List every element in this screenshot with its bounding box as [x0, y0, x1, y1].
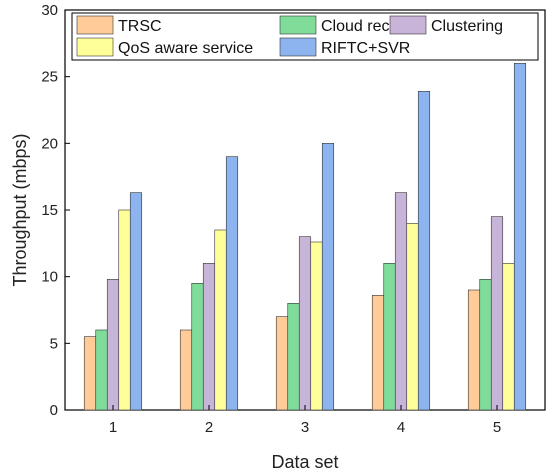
bar-qos-aware-service-4 [406, 223, 419, 411]
legend-swatch [279, 15, 317, 35]
x-axis-title: Data set [271, 452, 338, 472]
bar-clustering-3 [298, 236, 312, 411]
y-tick-label: 10 [41, 269, 58, 286]
bar-cloud-rec-4 [383, 263, 396, 411]
bar-qos-aware-service-5 [502, 263, 515, 411]
x-tick-label: 5 [493, 419, 501, 436]
x-tick-label: 3 [301, 419, 309, 436]
legend-label: RIFTC+SVR [321, 40, 410, 57]
bars-layer [83, 63, 527, 411]
y-tick-label: 25 [41, 69, 58, 86]
y-tick-label: 15 [41, 202, 58, 219]
bar-cloud-rec-3 [287, 303, 300, 411]
bar-qos-aware-service-2 [214, 229, 227, 411]
x-axis: 1 2 3 4 5 [109, 405, 501, 436]
bar-trsc-4 [371, 295, 385, 411]
bar-cloud-rec-5 [479, 279, 492, 411]
bar-clustering-2 [202, 263, 216, 411]
x-tick-label: 2 [205, 419, 213, 436]
legend-swatch [389, 15, 427, 35]
legend: TRSC Cloud rec Clustering QoS aware service… [71, 12, 539, 61]
bar-clustering-1 [106, 279, 120, 411]
legend-swatch [76, 37, 114, 57]
bar-qos-aware-service-1 [118, 209, 131, 411]
bar-riftc-svr-4 [417, 91, 431, 411]
y-axis-title: Throughput (mbps) [10, 133, 30, 286]
legend-label: Clustering [431, 18, 503, 35]
legend-swatch [279, 37, 317, 57]
y-tick-label: 30 [41, 2, 58, 19]
bar-riftc-svr-3 [321, 143, 335, 411]
y-tick-label: 0 [50, 402, 58, 419]
legend-label: Cloud rec [321, 18, 389, 35]
x-tick-label: 4 [397, 419, 405, 436]
legend-swatch [76, 15, 114, 35]
bar-riftc-svr-5 [513, 63, 527, 411]
bar-riftc-svr-1 [129, 192, 143, 411]
bar-qos-aware-service-3 [310, 241, 323, 411]
bar-trsc-2 [179, 329, 193, 411]
legend-label: QoS aware service [118, 40, 253, 57]
y-tick-label: 20 [41, 135, 58, 152]
bar-trsc-3 [275, 316, 289, 411]
bar-riftc-svr-2 [225, 156, 239, 411]
legend-label: TRSC [118, 18, 162, 35]
y-tick-label: 5 [50, 335, 58, 352]
bar-clustering-5 [490, 216, 504, 411]
y-axis: 0 5 10 15 20 25 30 [41, 2, 70, 419]
x-tick-label: 1 [109, 419, 117, 436]
bar-clustering-4 [394, 192, 408, 411]
bar-trsc-1 [83, 336, 97, 411]
bar-cloud-rec-1 [95, 329, 108, 411]
bar-trsc-5 [467, 289, 481, 411]
bar-cloud-rec-2 [191, 283, 204, 411]
